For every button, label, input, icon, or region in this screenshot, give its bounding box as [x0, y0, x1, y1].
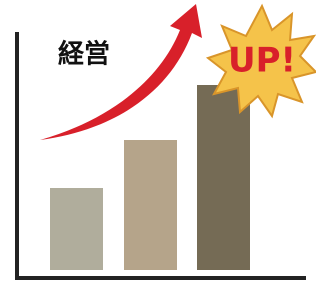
title: 経営 [58, 39, 110, 70]
bar [124, 140, 177, 270]
illustration: UP! 経営 [0, 0, 316, 291]
bar [197, 85, 250, 270]
bar [50, 188, 103, 270]
badge-text: UP! [228, 41, 296, 81]
rising-arrow [40, 4, 202, 140]
